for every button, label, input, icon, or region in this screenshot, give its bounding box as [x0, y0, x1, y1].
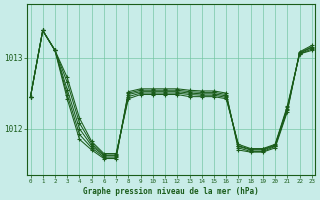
X-axis label: Graphe pression niveau de la mer (hPa): Graphe pression niveau de la mer (hPa): [83, 187, 259, 196]
